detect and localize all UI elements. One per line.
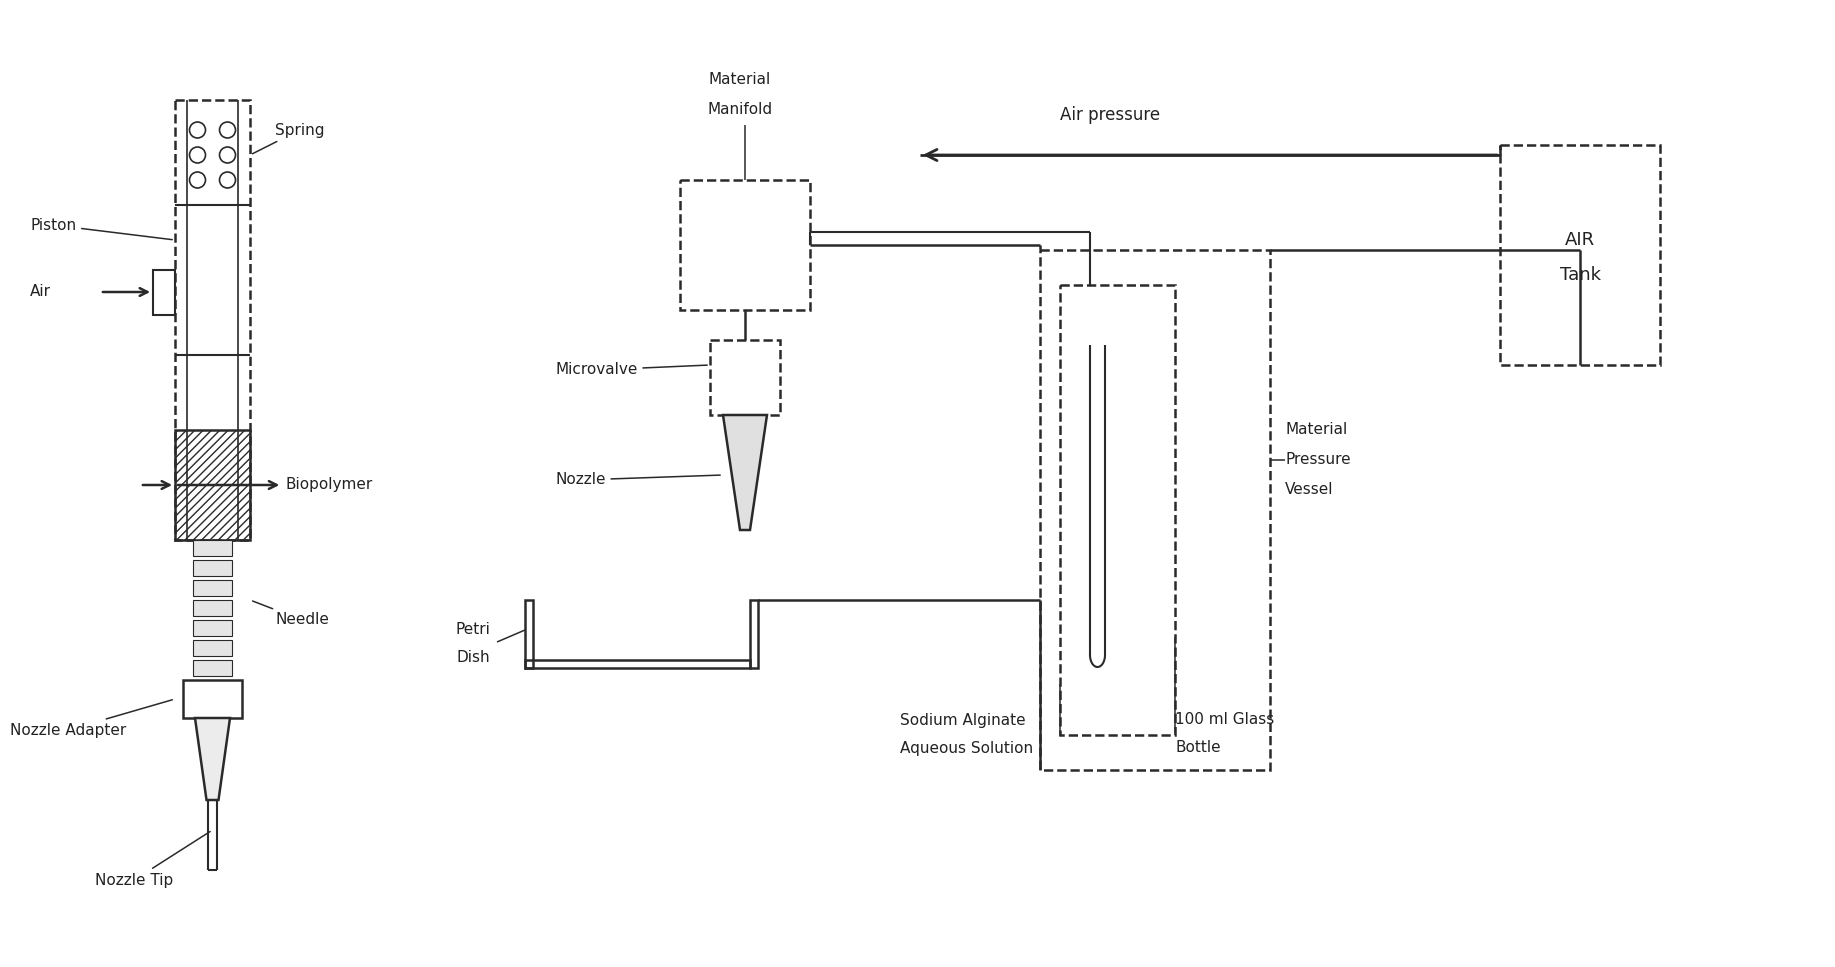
Bar [184,680,242,718]
Text: Nozzle Adapter: Nozzle Adapter [9,700,172,738]
Bar [525,660,751,668]
Text: Vessel: Vessel [1284,483,1334,497]
Text: Needle: Needle [253,601,328,628]
Text: Manifold: Manifold [708,103,773,118]
Text: Spring: Spring [253,123,325,154]
Bar [174,430,250,540]
Text: Petri: Petri [455,623,490,637]
Text: Nozzle Tip: Nozzle Tip [95,832,211,888]
Bar [193,540,231,556]
Text: Air pressure: Air pressure [1061,106,1160,124]
Text: Piston: Piston [29,218,172,240]
Text: Dish: Dish [457,651,490,665]
Bar [525,600,532,668]
Text: Bottle: Bottle [1174,741,1220,755]
Bar [152,270,174,315]
Text: Aqueous Solution: Aqueous Solution [899,741,1033,755]
Text: Nozzle: Nozzle [554,473,719,487]
Text: Material: Material [708,73,771,87]
Bar [751,600,758,668]
Polygon shape [195,718,229,800]
Text: Sodium Alginate: Sodium Alginate [899,713,1026,727]
Text: Pressure: Pressure [1284,453,1351,467]
Bar [193,660,231,676]
Text: Microvalve: Microvalve [554,363,706,377]
Bar [1499,145,1661,365]
Bar [174,100,250,540]
Polygon shape [723,415,767,530]
Bar [710,340,780,415]
Text: Material: Material [1284,423,1347,437]
Text: Tank: Tank [1560,266,1600,284]
Text: 100 ml Glass: 100 ml Glass [1174,713,1273,727]
Bar [1061,285,1174,735]
Bar [193,580,231,596]
Bar [193,560,231,576]
Bar [193,640,231,656]
Text: AIR: AIR [1565,231,1595,249]
Bar [193,600,231,616]
Bar [681,180,809,310]
Text: Air: Air [29,284,51,300]
Text: Biopolymer: Biopolymer [178,478,373,492]
Bar [193,620,231,636]
Bar [1040,250,1270,770]
